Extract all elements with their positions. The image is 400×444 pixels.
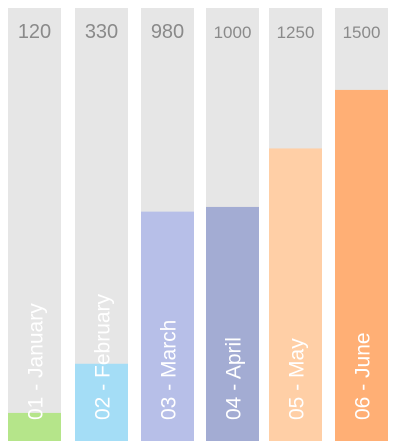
bar <box>335 89 388 442</box>
bar-track <box>8 8 61 441</box>
value-label: 120 <box>18 21 51 43</box>
value-label: 980 <box>151 21 184 43</box>
bar <box>141 211 194 441</box>
bar <box>75 363 128 441</box>
value-label: 1250 <box>277 23 315 42</box>
category-label: 01 - January <box>25 303 48 420</box>
bar <box>8 412 61 441</box>
category-label: 06 - June <box>352 332 375 420</box>
bar <box>269 148 322 441</box>
bar <box>206 206 259 441</box>
category-label: 04 - April <box>223 337 246 420</box>
category-label: 05 - May <box>286 338 309 420</box>
bars-group: 120 01 - January 330 02 - February 980 03 - M… <box>8 8 388 442</box>
category-label: 03 - March <box>158 320 181 420</box>
value-label: 1500 <box>343 23 381 42</box>
value-label: 330 <box>85 21 118 43</box>
category-label: 02 - February <box>92 293 115 420</box>
value-label: 1000 <box>214 23 252 42</box>
